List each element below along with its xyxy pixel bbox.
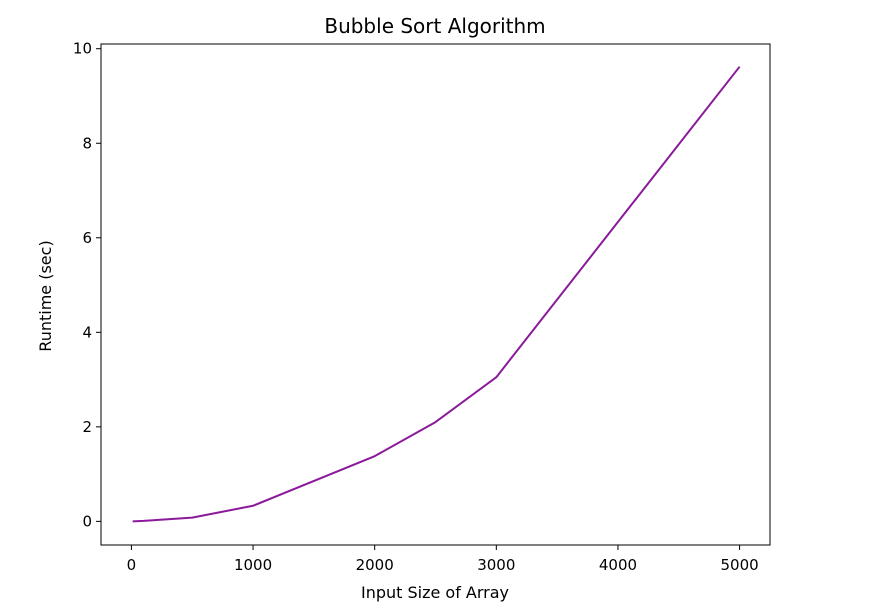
x-tick-label: 5000 bbox=[720, 556, 758, 574]
plot-area bbox=[100, 43, 771, 546]
x-axis-label: Input Size of Array bbox=[361, 583, 509, 602]
y-tick-label: 10 bbox=[73, 40, 92, 58]
chart-title: Bubble Sort Algorithm bbox=[324, 14, 545, 38]
x-tick-label: 3000 bbox=[477, 556, 515, 574]
x-tick-label: 1000 bbox=[234, 556, 272, 574]
y-tick-label: 4 bbox=[82, 323, 92, 341]
x-tick-label: 0 bbox=[127, 556, 137, 574]
y-axis: 0 2 4 6 8 10 bbox=[73, 40, 101, 530]
x-tick-label: 4000 bbox=[599, 556, 637, 574]
y-axis-label: Runtime (sec) bbox=[36, 240, 55, 351]
x-tick-label: 2000 bbox=[356, 556, 394, 574]
series-line-0 bbox=[132, 66, 741, 523]
y-tick-label: 6 bbox=[82, 229, 92, 247]
y-tick-label: 8 bbox=[82, 134, 92, 152]
x-axis: 0 1000 2000 3000 4000 5000 bbox=[127, 545, 759, 574]
y-tick-label: 0 bbox=[82, 512, 92, 530]
y-tick-label: 2 bbox=[82, 418, 92, 436]
plot-frame bbox=[100, 43, 771, 546]
